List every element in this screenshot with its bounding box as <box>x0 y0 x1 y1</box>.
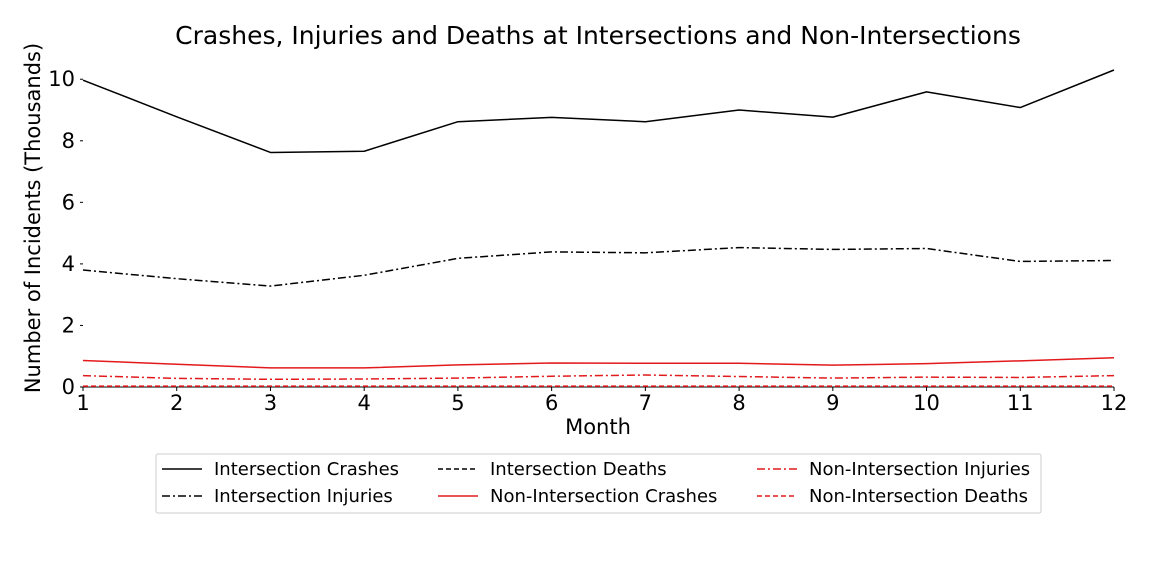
series-line-intersection-crashes <box>82 69 1115 154</box>
legend-item: Non-Intersection Injuries <box>757 459 1030 480</box>
x-tick-label: 12 <box>1101 391 1128 415</box>
x-axis-label: Month <box>565 415 631 439</box>
legend-label: Intersection Deaths <box>490 459 667 480</box>
legend-frame <box>155 453 1042 514</box>
legend-item: Intersection Crashes <box>162 459 399 480</box>
series-line-non-intersection-injuries <box>82 374 1115 381</box>
x-tick-label: 6 <box>545 391 558 415</box>
y-tick-label: 4 <box>62 252 75 276</box>
legend-item: Intersection Injuries <box>162 486 393 507</box>
legend-label: Intersection Injuries <box>214 486 393 507</box>
legend-label: Non-Intersection Injuries <box>809 459 1030 480</box>
y-axis-label: Number of Incidents (Thousands) <box>21 43 45 393</box>
legend-item: Intersection Deaths <box>438 459 667 480</box>
y-tick-label: 2 <box>62 313 75 337</box>
x-tick-label: 10 <box>913 391 940 415</box>
legend-label: Non-Intersection Crashes <box>490 486 717 507</box>
y-tick-label: 6 <box>62 190 75 214</box>
legend: Intersection Crashes Intersection Injurie… <box>155 453 1042 514</box>
x-tick-label: 1 <box>76 391 89 415</box>
x-tick-label: 3 <box>264 391 277 415</box>
legend-label: Non-Intersection Deaths <box>809 486 1028 507</box>
series-line-intersection-injuries <box>82 246 1115 287</box>
series-line-non-intersection-crashes <box>82 357 1115 369</box>
x-tick-label: 4 <box>357 391 370 415</box>
legend-label: Intersection Crashes <box>214 459 399 480</box>
y-tick-label: 8 <box>62 129 75 153</box>
y-tick-label: 10 <box>48 67 75 91</box>
chart-title: Crashes, Injuries and Deaths at Intersec… <box>175 21 1021 50</box>
series-lines <box>82 69 1115 388</box>
x-tick-label: 11 <box>1007 391 1034 415</box>
y-tick-label: 0 <box>62 375 75 399</box>
legend-item: Non-Intersection Crashes <box>438 486 717 507</box>
legend-item: Non-Intersection Deaths <box>757 486 1028 507</box>
x-tick-label: 9 <box>826 391 839 415</box>
x-tick-label: 7 <box>639 391 652 415</box>
x-tick-label: 5 <box>451 391 464 415</box>
x-tick-label: 8 <box>732 391 745 415</box>
x-tick-label: 2 <box>170 391 183 415</box>
